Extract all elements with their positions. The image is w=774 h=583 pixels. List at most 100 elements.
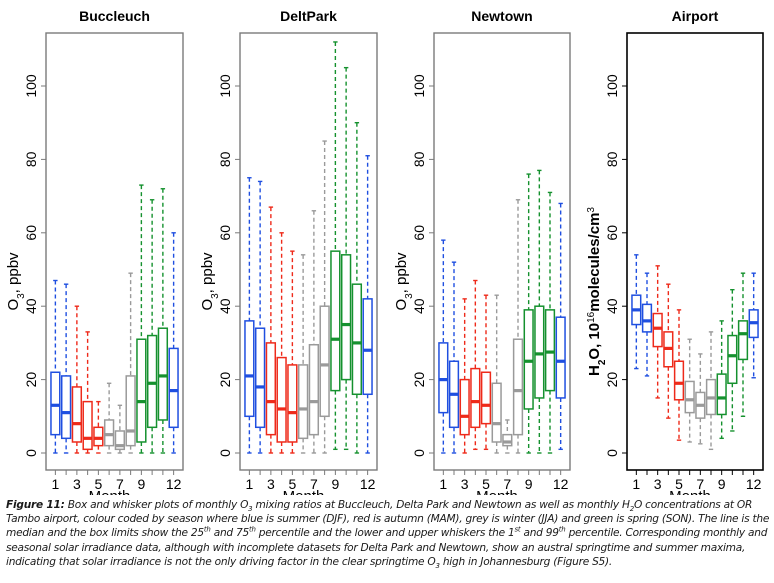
panel-deltpark: DeltPark0204060801001357912MonthO3, ppbv: [199, 8, 378, 495]
box-month-4: [663, 283, 674, 419]
iqr-box: [244, 320, 255, 418]
y-tick-label: 60: [23, 225, 39, 241]
caption-label: Figure 11:: [6, 499, 65, 511]
plot-frame: [626, 32, 764, 471]
panel-airport: Airport0204060801001357912MonthH2O, 1016…: [586, 8, 764, 495]
figure-caption: Figure 11: Box and whisker plots of mont…: [6, 498, 770, 569]
box-month-3: [265, 206, 277, 454]
iqr-box: [652, 312, 663, 348]
y-tick-label: 100: [604, 74, 620, 98]
y-tick-label: 0: [217, 449, 233, 457]
box-month-4: [276, 232, 287, 454]
y-axis-title-part: , ppbv: [5, 252, 22, 293]
y-tick-label: 0: [604, 449, 620, 457]
box-month-8: [125, 272, 136, 454]
box-month-2: [60, 283, 72, 454]
iqr-box: [146, 334, 158, 429]
iqr-box: [114, 430, 126, 451]
iqr-box: [168, 347, 179, 429]
iqr-box: [438, 342, 449, 414]
box-month-7: [114, 404, 126, 454]
caption-text: and 99: [520, 527, 559, 540]
box-month-10: [146, 199, 158, 454]
x-tick-label: 7: [696, 476, 704, 492]
y-axis-title-part: 3: [16, 293, 27, 299]
y-axis-title-part: O: [5, 299, 22, 311]
iqr-box: [673, 360, 685, 401]
box-month-12: [555, 202, 566, 451]
y-tick-label: 100: [411, 74, 427, 98]
x-tick-label: 1: [245, 476, 253, 492]
iqr-box: [470, 367, 481, 429]
box-month-7: [695, 353, 706, 445]
box-month-2: [254, 180, 266, 454]
plot-frame: [433, 32, 571, 471]
iqr-box: [491, 382, 502, 443]
caption-text: and 75: [210, 527, 250, 540]
caption-superscript: th: [249, 525, 256, 534]
x-tick-label: 12: [166, 476, 182, 492]
figure-panels: Buccleuch0204060801001357912MonthO3, ppb…: [5, 8, 764, 495]
iqr-box: [60, 375, 72, 440]
box-month-9: [523, 173, 534, 454]
x-tick-label: 5: [288, 476, 296, 492]
iqr-box: [254, 327, 266, 429]
iqr-box: [71, 386, 83, 443]
x-tick-label: 9: [331, 476, 339, 492]
y-axis-title-part: 3: [404, 293, 415, 299]
box-month-8: [319, 140, 330, 454]
y-tick-label: 80: [411, 151, 427, 167]
iqr-box: [82, 400, 93, 451]
box-month-2: [448, 261, 460, 454]
iqr-box: [555, 316, 566, 399]
iqr-box: [287, 364, 298, 443]
box-month-11: [544, 191, 556, 454]
y-axis-title-part: O: [393, 299, 410, 311]
y-axis-title-part: O, 10: [586, 323, 603, 360]
box-month-1: [631, 254, 642, 370]
y-axis-title: O3, ppbv: [5, 252, 27, 311]
y-tick-label: 100: [23, 74, 39, 98]
box-month-7: [502, 419, 513, 454]
iqr-box: [319, 305, 330, 418]
box-month-1: [50, 279, 61, 454]
x-tick-label: 5: [675, 476, 683, 492]
y-tick-label: 40: [217, 298, 233, 314]
iqr-box: [716, 373, 727, 416]
x-tick-label: 7: [116, 476, 124, 492]
box-month-4: [470, 279, 481, 451]
box-month-6: [684, 338, 695, 443]
x-tick-label: 1: [51, 476, 59, 492]
caption-superscript: th: [203, 525, 211, 534]
caption-text: Box and whisker plots of monthly O: [64, 499, 249, 511]
y-axis-title-part: O: [199, 299, 216, 311]
iqr-box: [308, 343, 320, 436]
box-month-3: [71, 305, 83, 454]
box-month-7: [308, 210, 320, 454]
box-month-11: [157, 188, 169, 454]
box-month-3: [652, 265, 663, 399]
caption-subscript: 3: [248, 505, 253, 514]
box-month-5: [287, 250, 298, 454]
iqr-box: [727, 334, 738, 385]
x-axis-title: Month: [669, 488, 711, 495]
box-month-9: [716, 320, 727, 440]
y-axis-title-part: H: [586, 365, 603, 376]
box-month-8: [705, 331, 717, 451]
y-tick-label: 40: [23, 298, 39, 314]
plot-frame: [45, 32, 184, 471]
panel-buccleuch: Buccleuch0204060801001357912MonthO3, ppb…: [5, 8, 184, 495]
y-axis-title: H2O, 1016molecules/cm3: [586, 207, 608, 376]
y-tick-label: 80: [604, 151, 620, 167]
y-axis-title-part: 16: [586, 311, 597, 323]
iqr-box: [103, 419, 115, 447]
box-month-1: [438, 239, 449, 454]
y-axis-title-part: , ppbv: [199, 252, 216, 293]
iqr-box: [330, 250, 341, 392]
box-month-1: [244, 177, 255, 454]
x-tick-label: 12: [553, 476, 569, 492]
box-month-5: [673, 309, 685, 441]
y-tick-label: 20: [217, 372, 233, 388]
x-axis-title: Month: [89, 488, 131, 495]
y-axis-title: O3, ppbv: [393, 252, 415, 311]
